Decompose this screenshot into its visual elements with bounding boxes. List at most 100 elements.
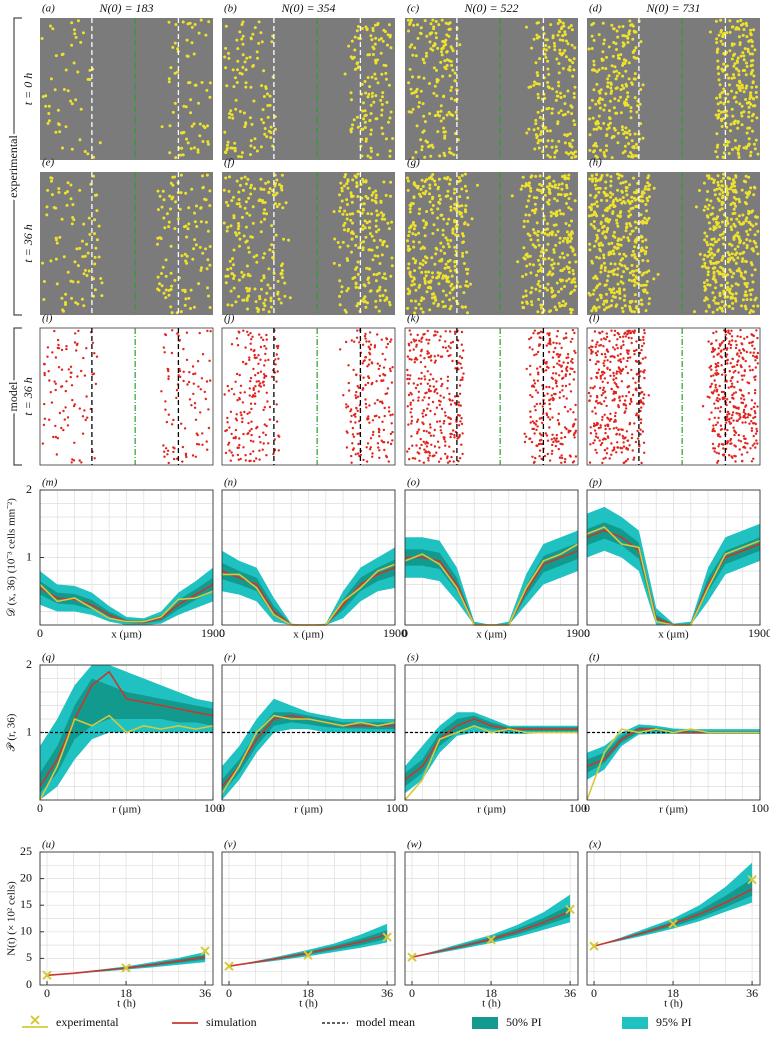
cell	[635, 360, 637, 362]
cell	[42, 442, 44, 444]
cell	[420, 372, 422, 374]
cell	[163, 451, 165, 453]
cell	[539, 366, 541, 368]
cell	[598, 257, 601, 260]
cell	[256, 150, 259, 153]
cell	[257, 42, 260, 45]
cell	[422, 185, 425, 188]
cell	[619, 96, 622, 99]
cell	[239, 184, 242, 187]
cell	[377, 81, 380, 84]
cell	[263, 377, 265, 379]
cell	[247, 274, 250, 277]
cell	[453, 192, 456, 195]
cell	[224, 66, 227, 69]
cell	[444, 411, 446, 413]
cell	[57, 437, 59, 439]
cell	[604, 104, 607, 107]
cell	[703, 281, 706, 284]
cell	[604, 266, 607, 269]
cell	[167, 368, 169, 370]
cell	[437, 111, 440, 114]
cell	[418, 340, 420, 342]
cell	[735, 101, 738, 104]
cell	[635, 227, 638, 230]
cell	[595, 83, 598, 86]
cell	[367, 93, 370, 96]
cell	[355, 286, 358, 289]
cell	[417, 334, 419, 336]
cell	[450, 305, 453, 308]
cell	[564, 458, 566, 460]
cell	[594, 121, 597, 124]
cell	[452, 297, 455, 300]
cell	[533, 209, 536, 212]
cell	[565, 184, 568, 187]
cell	[534, 203, 537, 206]
cell	[623, 403, 625, 405]
cell	[185, 225, 188, 228]
cell	[179, 208, 182, 211]
cell	[439, 198, 442, 201]
cell	[729, 31, 732, 34]
cell	[537, 239, 540, 242]
cell	[424, 19, 427, 22]
cell	[420, 378, 422, 380]
cell	[42, 298, 45, 301]
cell	[533, 354, 535, 356]
cell	[388, 301, 391, 304]
cell	[333, 262, 336, 265]
cell	[201, 81, 204, 84]
cell	[167, 225, 170, 228]
cell	[619, 53, 622, 56]
cell	[430, 444, 432, 446]
cell	[256, 380, 258, 382]
cell	[67, 424, 69, 426]
cell	[262, 409, 264, 411]
cell	[168, 21, 171, 24]
cell	[272, 257, 275, 260]
cell	[444, 445, 446, 447]
cell	[58, 366, 60, 368]
cell	[740, 111, 743, 114]
cell	[159, 195, 162, 198]
cell	[615, 77, 618, 80]
cell	[174, 200, 177, 203]
cell	[731, 302, 734, 305]
cell	[409, 68, 412, 71]
cell	[615, 373, 617, 375]
cell	[608, 126, 611, 129]
cell	[648, 188, 651, 191]
cell	[386, 44, 389, 47]
cell	[544, 287, 547, 290]
cell	[631, 139, 634, 142]
cell	[435, 69, 438, 72]
cell	[350, 455, 352, 457]
cell	[714, 407, 716, 409]
cell	[416, 23, 419, 26]
cell	[749, 369, 751, 371]
cell	[613, 236, 616, 239]
cell	[634, 382, 636, 384]
cell	[551, 273, 554, 276]
cell	[165, 289, 168, 292]
cell	[433, 334, 435, 336]
cell	[750, 59, 753, 62]
cell	[357, 126, 360, 129]
cell	[276, 192, 279, 195]
cell	[46, 189, 49, 192]
cell	[191, 258, 194, 261]
cell	[595, 240, 598, 243]
cell	[157, 208, 160, 211]
panel-title: N(0) = 183	[98, 1, 153, 15]
cell	[550, 287, 553, 290]
cell	[459, 285, 462, 288]
cell	[461, 357, 463, 359]
cell	[570, 237, 573, 240]
cell	[43, 424, 45, 426]
cell	[376, 153, 379, 156]
cell	[42, 95, 45, 98]
cell	[693, 310, 696, 313]
cell	[734, 248, 737, 251]
cell	[263, 345, 265, 347]
